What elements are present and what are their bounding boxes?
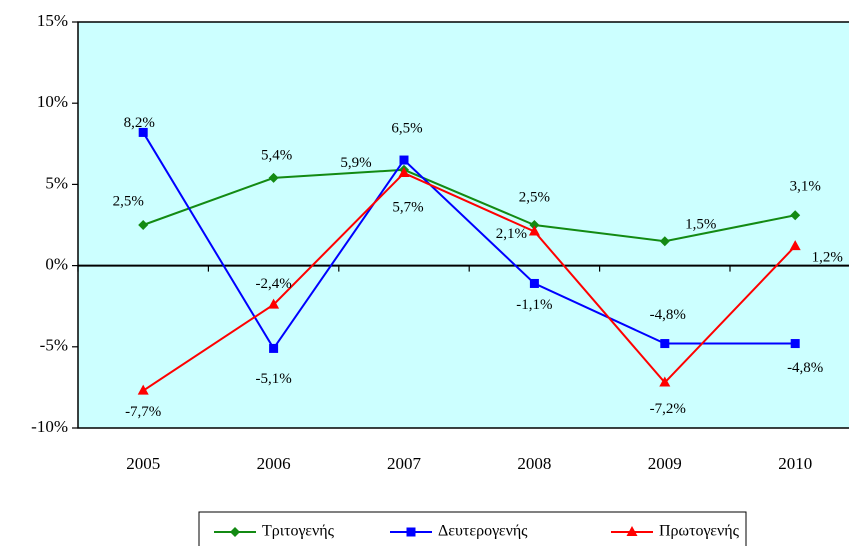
data-label: -7,2%	[650, 401, 686, 417]
legend-marker	[406, 527, 416, 537]
point	[268, 298, 280, 309]
point	[790, 210, 801, 221]
plot-area	[77, 21, 849, 429]
data-label: -1,1%	[516, 297, 552, 313]
series-line	[142, 168, 796, 243]
y-tick-label: 15%	[37, 11, 68, 30]
point	[138, 127, 148, 137]
point	[528, 225, 540, 236]
x-tick-label: 2005	[126, 454, 160, 473]
legend-label: Τριτογενής	[262, 523, 335, 540]
x-tick-label: 2006	[257, 454, 291, 473]
point	[789, 240, 801, 251]
point	[138, 220, 149, 230]
y-tick-label: -5%	[40, 336, 68, 355]
point	[268, 172, 279, 183]
legend-box	[198, 511, 747, 546]
x-tick-label: 2010	[778, 454, 812, 473]
point	[529, 220, 540, 230]
point	[529, 278, 539, 288]
point	[659, 236, 670, 247]
legend-label: Δευτερογενής	[438, 523, 528, 540]
data-label: 1,2%	[812, 250, 843, 266]
data-label: -4,8%	[650, 307, 686, 323]
data-label: 2,5%	[519, 189, 550, 205]
point	[659, 376, 671, 387]
y-tick-label: 5%	[45, 173, 68, 192]
data-label: 5,7%	[392, 199, 423, 215]
point	[269, 343, 279, 353]
y-tick-label: -10%	[31, 417, 68, 436]
y-tick-label: 10%	[37, 92, 68, 111]
y-tick-label: 0%	[45, 255, 68, 274]
data-label: 2,5%	[113, 193, 144, 209]
data-label: -5,1%	[255, 371, 291, 387]
point	[137, 384, 149, 395]
series-line	[142, 171, 796, 392]
data-label: -4,8%	[787, 360, 823, 376]
data-label: 5,4%	[261, 147, 292, 163]
legend-marker	[230, 527, 240, 537]
data-label: 6,5%	[391, 120, 422, 136]
legend-label: Πρωτογενής	[659, 523, 740, 540]
data-label: 8,2%	[124, 115, 155, 131]
series-line	[142, 131, 796, 351]
point	[660, 339, 670, 349]
data-label: 2,1%	[496, 226, 527, 242]
data-label: 1,5%	[685, 217, 716, 233]
x-tick-label: 2007	[387, 454, 422, 473]
data-label: 3,1%	[790, 179, 821, 195]
data-label: 5,9%	[340, 155, 371, 171]
point	[398, 167, 410, 178]
legend-marker	[626, 526, 638, 536]
x-tick-label: 2009	[648, 454, 682, 473]
data-label: -2,4%	[255, 276, 291, 292]
point	[790, 339, 800, 349]
data-label: -7,7%	[125, 404, 161, 420]
x-tick-label: 2008	[517, 454, 551, 473]
point	[399, 155, 409, 165]
